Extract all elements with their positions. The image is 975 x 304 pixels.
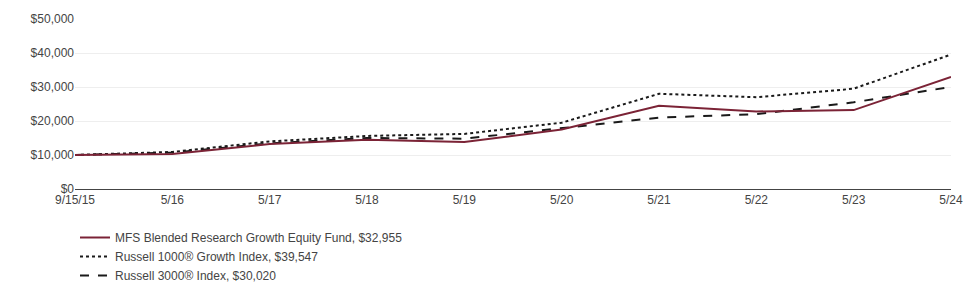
svg-text:$10,000: $10,000 [31, 148, 75, 162]
svg-text:5/20: 5/20 [550, 193, 574, 207]
svg-text:5/19: 5/19 [453, 193, 477, 207]
svg-text:Russell 3000® Index, $30,020: Russell 3000® Index, $30,020 [115, 269, 276, 283]
svg-text:5/23: 5/23 [842, 193, 866, 207]
svg-text:5/18: 5/18 [355, 193, 379, 207]
svg-text:$0: $0 [61, 182, 75, 196]
svg-text:9/15/15: 9/15/15 [55, 193, 95, 207]
svg-text:$50,000: $50,000 [31, 12, 75, 26]
svg-text:5/16: 5/16 [161, 193, 185, 207]
svg-text:5/21: 5/21 [647, 193, 671, 207]
svg-text:5/22: 5/22 [745, 193, 769, 207]
svg-text:5/17: 5/17 [258, 193, 282, 207]
svg-text:5/24: 5/24 [939, 193, 963, 207]
svg-text:MFS Blended Research Growth Eq: MFS Blended Research Growth Equity Fund,… [115, 231, 402, 245]
svg-text:Russell 1000® Growth Index, $3: Russell 1000® Growth Index, $39,547 [115, 250, 318, 264]
svg-text:$20,000: $20,000 [31, 114, 75, 128]
svg-text:$30,000: $30,000 [31, 80, 75, 94]
svg-text:$40,000: $40,000 [31, 46, 75, 60]
